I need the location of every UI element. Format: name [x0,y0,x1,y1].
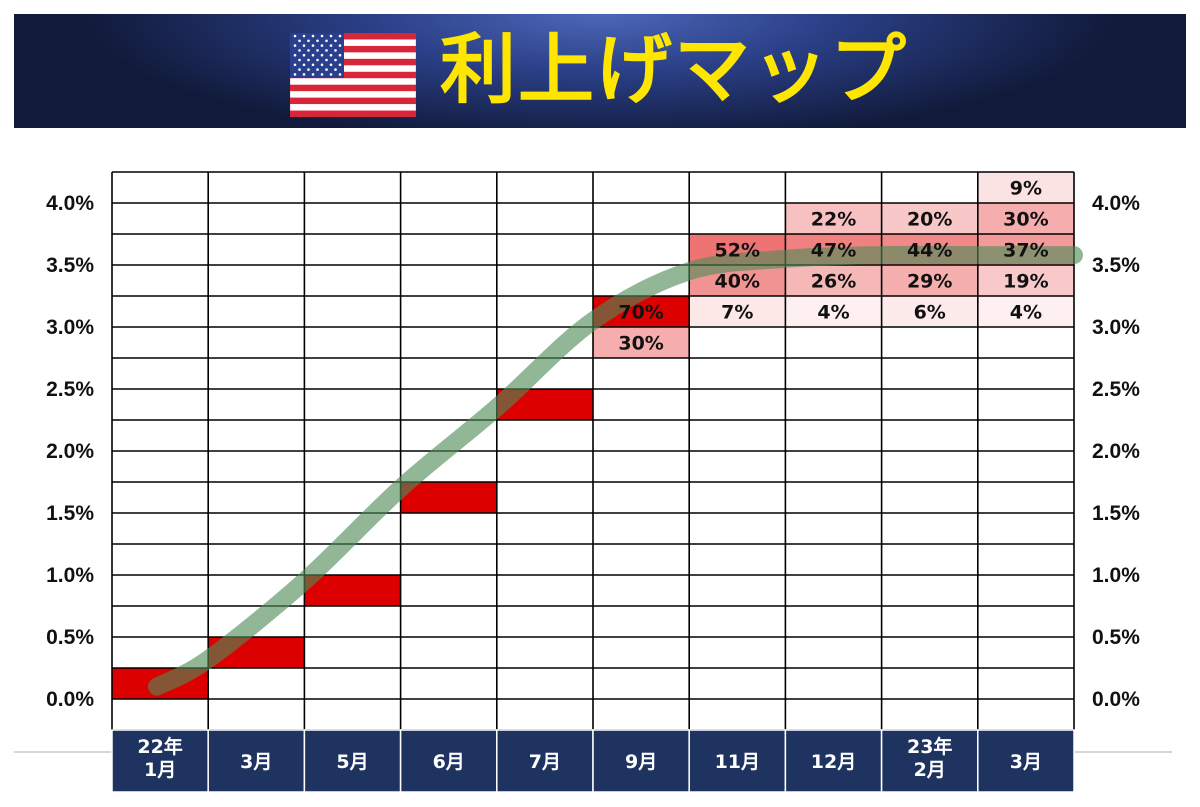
probability-label: 70% [618,302,663,324]
x-category-cell [207,729,306,793]
x-category-cell [880,729,979,793]
x-tick-label: 23年 2月 [907,735,952,781]
probability-cell [881,296,978,327]
y-tick-label-right: 3.5% [1092,254,1140,277]
probability-label: 52% [715,240,760,262]
probability-label: 4% [1010,302,1042,324]
us-flag-icon [290,33,416,117]
trend-line [148,245,1083,696]
y-tick-label-right: 4.0% [1092,192,1140,215]
y-tick-label-left: 1.0% [46,564,94,587]
y-tick-label-right: 0.0% [1092,688,1140,711]
y-tick-label-right: 2.5% [1092,378,1140,401]
x-category-cell [977,729,1075,793]
y-tick-label-left: 2.0% [46,440,94,463]
probability-cell [593,327,690,358]
grid [111,171,1075,731]
probability-cell [977,265,1074,296]
probability-label: 29% [907,271,952,293]
x-category-cell [399,729,498,793]
probability-label: 20% [907,209,952,231]
y-tick-label-left: 2.5% [46,378,94,401]
y-tick-label-right: 0.5% [1092,626,1140,649]
probability-cell [785,203,882,234]
x-tick-label: 3月 [240,751,272,773]
probability-cell [881,203,978,234]
probability-label: 6% [914,302,946,324]
probability-label: 7% [721,302,753,324]
x-tick-label: 9月 [625,751,657,773]
x-tick-label: 12月 [811,751,856,773]
x-tick-label: 7月 [529,751,561,773]
x-tick-label: 6月 [433,751,465,773]
decided-rate-bar [304,575,401,606]
probability-label: 19% [1003,271,1048,293]
probability-labels: 70% 30% 52% 40% 7% 22% 47% 26% 4% 20% 44% 29% 6% 9% 30… [618,178,1048,355]
probability-label: 37% [1003,240,1048,262]
probability-cell [977,296,1074,327]
probability-label: 30% [618,333,663,355]
probability-cell [977,172,1074,203]
probability-label: 9% [1010,178,1042,200]
title-banner [14,14,1186,128]
probability-cell [689,296,786,327]
probability-cell [977,203,1074,234]
x-tick-label: 5月 [336,751,368,773]
probability-label: 22% [811,209,856,231]
y-tick-label-right: 3.0% [1092,316,1140,339]
y-tick-label-left: 0.0% [46,688,94,711]
x-tick-label: 22年 1月 [137,735,182,781]
y-tick-label-left: 3.0% [46,316,94,339]
probability-label: 47% [811,240,856,262]
y-tick-label-left: 1.5% [46,502,94,525]
x-tick-label: 11月 [715,751,760,773]
decided-rate-bar [400,482,497,513]
x-category-cell [111,729,209,793]
probability-cell [785,265,882,296]
y-tick-label-left: 4.0% [46,192,94,215]
x-axis-labels: 22年 1月 3月 5月 6月 7月 9月 11月 12月 23年 2月 3月 [111,729,1075,793]
x-tick-label: 3月 [1010,751,1042,773]
y-tick-label-left: 3.5% [46,254,94,277]
y-tick-label-right: 2.0% [1092,440,1140,463]
probability-label: 44% [907,240,952,262]
y-tick-label-left: 0.5% [46,626,94,649]
probability-cell [785,296,882,327]
y-tick-label-right: 1.0% [1092,564,1140,587]
probability-label: 30% [1003,209,1048,231]
probability-label: 26% [811,271,856,293]
y-axis-labels: 0.0% 0.0% 0.5% 0.5% 1.0% 1.0% 1.5% 1.5% 2.0% 2.0%… [46,192,1140,711]
probability-label: 4% [817,302,849,324]
x-category-cell [592,729,690,793]
x-category-cell [303,729,402,793]
probability-label: 40% [715,271,760,293]
y-tick-label-right: 1.5% [1092,502,1140,525]
page-title: 利上げマップ [440,25,908,114]
probability-cell [881,265,978,296]
